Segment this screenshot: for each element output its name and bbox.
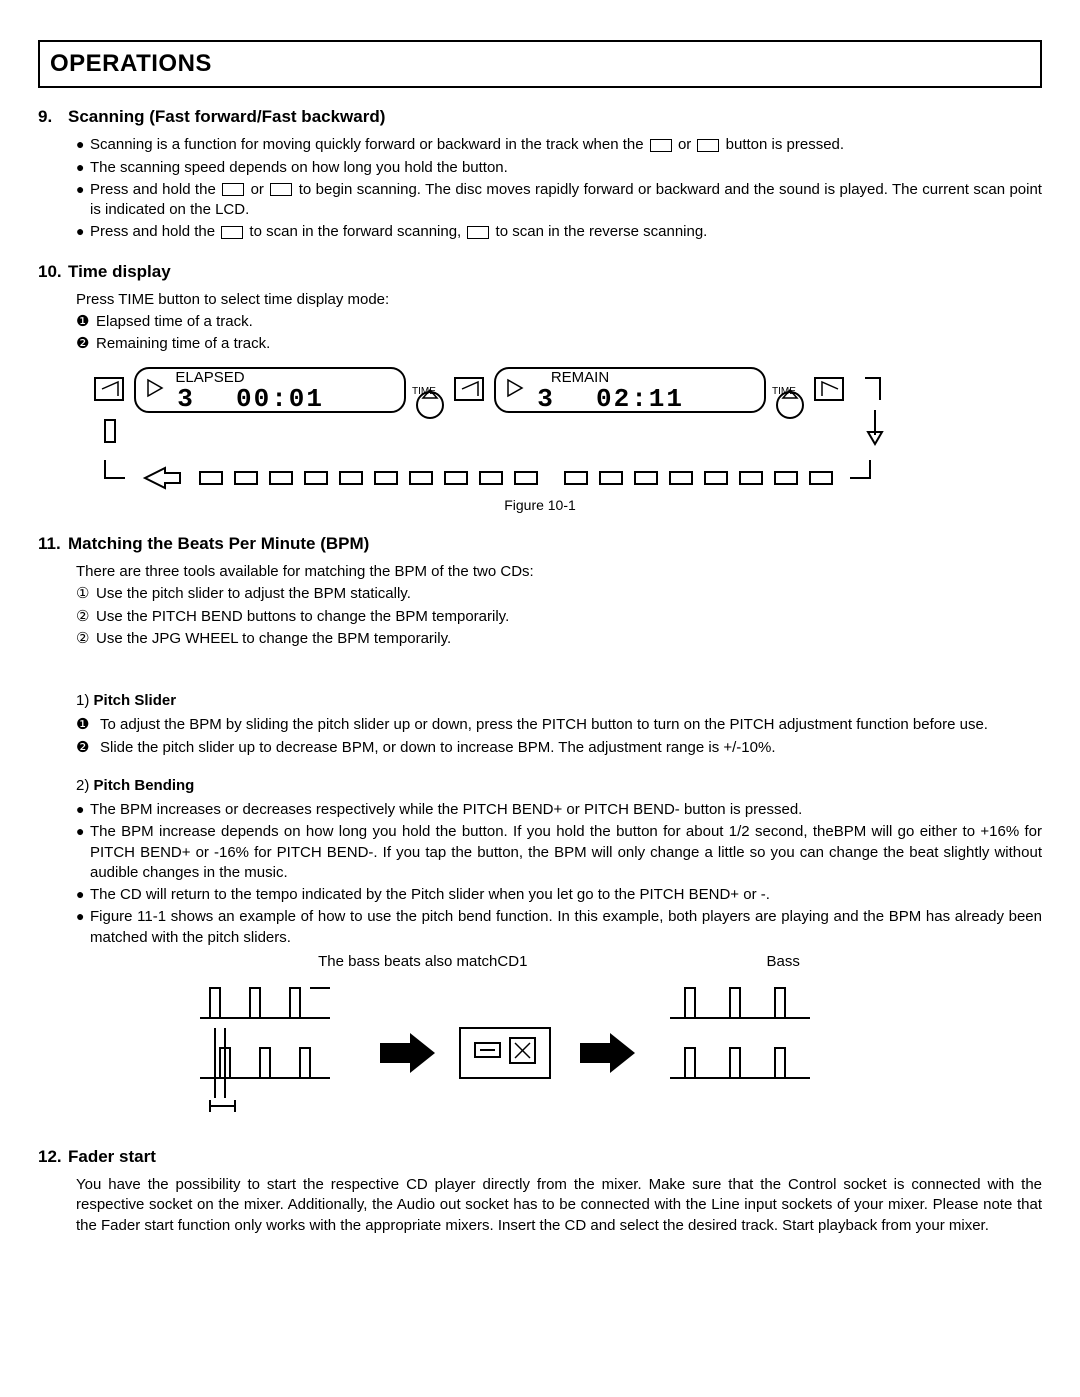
button-box-icon xyxy=(222,183,244,196)
sec9-bullet-1: ● Scanning is a function for moving quic… xyxy=(76,135,1042,155)
match-text-row: The bass beats also matchCD1 Bass xyxy=(76,952,1042,972)
section-12: 12.Fader start You have the possibility … xyxy=(38,1146,1042,1236)
lcd2-time: 02:11 xyxy=(596,384,684,414)
pitch-slider-2: ❷ Slide the pitch slider up to decrease … xyxy=(76,738,1042,758)
pb-bullet-4: ● Figure 11-1 shows an example of how to… xyxy=(76,907,1042,948)
button-box-icon xyxy=(270,183,292,196)
button-box-icon xyxy=(221,226,243,239)
section-11: 11.Matching the Beats Per Minute (BPM) T… xyxy=(38,533,1042,1128)
fig10-caption: Figure 10-1 xyxy=(38,496,1042,515)
section-9: 9.Scanning (Fast forward/Fast backward) … xyxy=(38,106,1042,242)
beat-diagram xyxy=(38,978,1042,1128)
sec9-bullet-3: ● Press and hold the or to begin scannin… xyxy=(76,180,1042,221)
sec9-heading: 9.Scanning (Fast forward/Fast backward) xyxy=(38,106,1042,129)
time-display-diagram: ELAPSED 3 00:01 TIME REMAIN 3 02:11 TIME xyxy=(38,360,1042,490)
sec11-intro: There are three tools available for matc… xyxy=(76,562,1042,582)
sec10-item-2: ❷ Remaining time of a track. xyxy=(76,334,1042,354)
section-10: 10.Time display Press TIME button to sel… xyxy=(38,261,1042,516)
sec10-item-1: ❶ Elapsed time of a track. xyxy=(76,312,1042,332)
sec12-body: You have the possibility to start the re… xyxy=(76,1175,1042,1236)
beat-diagram-svg xyxy=(180,978,900,1128)
pb-bullet-2: ● The BPM increase depends on how long y… xyxy=(76,822,1042,883)
page-title: OPERATIONS xyxy=(50,48,1030,80)
pb-bullet-1: ● The BPM increases or decreases respect… xyxy=(76,800,1042,820)
lcd1-track: 3 xyxy=(177,384,193,414)
lcd2-track: 3 xyxy=(537,384,553,414)
pitch-slider-1: ❶ To adjust the BPM by sliding the pitch… xyxy=(76,715,1042,735)
sec9-bullet-2: ● The scanning speed depends on how long… xyxy=(76,158,1042,178)
button-box-icon xyxy=(697,139,719,152)
lcd1-time: 00:01 xyxy=(236,384,324,414)
pitch-bend-head: 2) Pitch Bending xyxy=(76,776,1042,796)
title-box: OPERATIONS xyxy=(38,40,1042,88)
sec12-heading: 12.Fader start xyxy=(38,1146,1042,1169)
pb-bullet-3: ● The CD will return to the tempo indica… xyxy=(76,885,1042,905)
sec11-heading: 11.Matching the Beats Per Minute (BPM) xyxy=(38,533,1042,556)
sec11-tool-3: ② Use the JPG WHEEL to change the BPM te… xyxy=(76,629,1042,649)
sec11-tool-2: ② Use the PITCH BEND buttons to change t… xyxy=(76,607,1042,627)
sec11-tool-1: ① Use the pitch slider to adjust the BPM… xyxy=(76,584,1042,604)
lcd-diagram-svg: ELAPSED 3 00:01 TIME REMAIN 3 02:11 TIME xyxy=(90,360,990,490)
sec9-bullet-4: ● Press and hold the to scan in the forw… xyxy=(76,222,1042,242)
pitch-slider-head: 1) Pitch Slider xyxy=(76,691,1042,711)
button-box-icon xyxy=(650,139,672,152)
sec10-heading: 10.Time display xyxy=(38,261,1042,284)
button-box-icon xyxy=(467,226,489,239)
sec10-intro: Press TIME button to select time display… xyxy=(76,290,1042,310)
